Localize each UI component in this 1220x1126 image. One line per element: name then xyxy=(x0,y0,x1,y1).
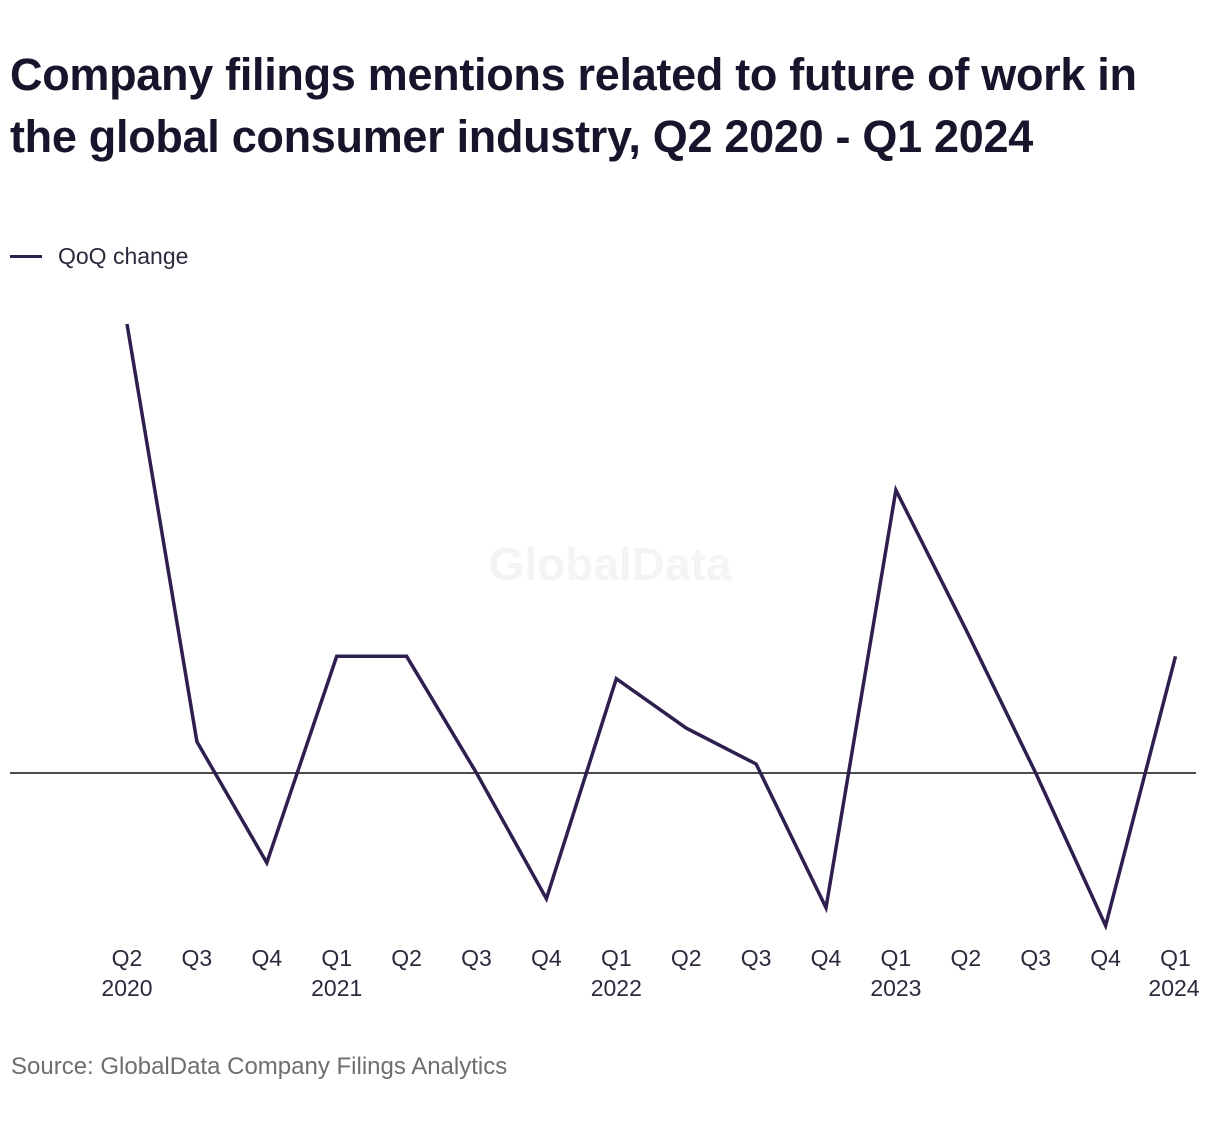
data-point xyxy=(1170,650,1182,662)
data-point xyxy=(540,893,552,905)
data-point xyxy=(401,650,413,662)
x-tick-label-quarter: Q3 xyxy=(182,945,213,971)
data-point xyxy=(1100,920,1112,932)
x-tick-label-year: 2024 xyxy=(1148,975,1199,1001)
data-point xyxy=(331,650,343,662)
x-tick-label-quarter: Q4 xyxy=(531,945,562,971)
x-tick-label-quarter: Q1 xyxy=(1160,945,1191,971)
data-point xyxy=(890,484,902,496)
x-axis-ticks: Q2 2020 Q3 Q4 Q1 2021 Q2 Q3 Q4 Q1 2022 Q2 Q3 Q4 Q1 2023… xyxy=(101,945,1199,1001)
x-tick-label-quarter: Q4 xyxy=(251,945,282,971)
x-tick-label-quarter: Q2 xyxy=(112,945,143,971)
x-tick-label-quarter: Q1 xyxy=(881,945,912,971)
x-tick-label-quarter: Q3 xyxy=(741,945,772,971)
x-tick-label-quarter: Q1 xyxy=(321,945,352,971)
watermark-text: GlobalData xyxy=(489,538,732,590)
data-point xyxy=(261,857,273,869)
x-tick-label-quarter: Q4 xyxy=(1090,945,1121,971)
x-tick-label-quarter: Q3 xyxy=(1020,945,1051,971)
source-note: Source: GlobalData Company Filings Analy… xyxy=(11,1053,508,1080)
data-point xyxy=(1030,767,1042,779)
data-point xyxy=(610,673,622,685)
data-point xyxy=(121,318,133,330)
x-tick-label-year: 2020 xyxy=(101,975,152,1001)
x-tick-label-year: 2023 xyxy=(870,975,921,1001)
data-point xyxy=(820,902,832,914)
legend-label: QoQ change xyxy=(58,243,189,269)
x-tick-label-quarter: Q3 xyxy=(461,945,492,971)
x-tick-label-quarter: Q2 xyxy=(391,945,422,971)
data-point xyxy=(960,623,972,635)
x-tick-label-quarter: Q2 xyxy=(671,945,702,971)
series-line-qoq-change xyxy=(125,323,1178,931)
x-tick-label-quarter: Q2 xyxy=(950,945,981,971)
x-tick-label-year: 2021 xyxy=(311,975,362,1001)
chart-title: Company filings mentions related to futu… xyxy=(10,49,1137,162)
series-group xyxy=(121,318,1182,932)
x-tick-label-quarter: Q4 xyxy=(811,945,842,971)
x-tick-label-quarter: Q1 xyxy=(601,945,632,971)
data-point xyxy=(680,722,692,734)
legend: QoQ change xyxy=(10,243,188,270)
data-point xyxy=(191,736,203,748)
data-point xyxy=(471,767,483,779)
legend-line-swatch xyxy=(10,255,42,258)
data-point xyxy=(750,758,762,770)
x-tick-label-year: 2022 xyxy=(591,975,642,1001)
